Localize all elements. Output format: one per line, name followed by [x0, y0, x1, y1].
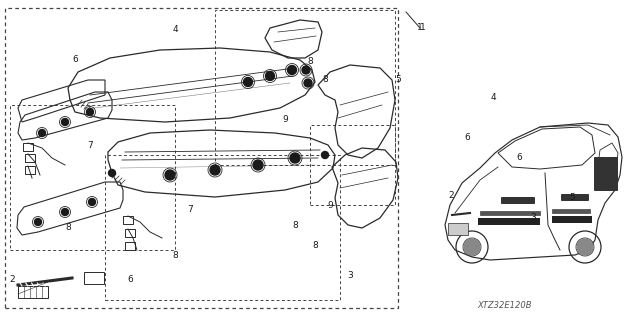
Text: 6: 6 — [127, 276, 133, 285]
Text: 8: 8 — [172, 250, 178, 259]
Bar — [215, 10, 395, 165]
Text: 1: 1 — [417, 24, 423, 33]
Circle shape — [243, 78, 253, 86]
Bar — [10, 105, 175, 250]
Circle shape — [210, 165, 220, 175]
Text: 8: 8 — [312, 241, 318, 249]
Bar — [123, 216, 133, 224]
Text: 6: 6 — [464, 133, 470, 143]
Text: 8: 8 — [65, 224, 71, 233]
Circle shape — [287, 65, 296, 75]
Text: 3: 3 — [347, 271, 353, 279]
Text: 6: 6 — [516, 153, 522, 162]
Bar — [310, 125, 395, 205]
Circle shape — [304, 79, 312, 87]
Circle shape — [38, 130, 45, 137]
Circle shape — [61, 209, 68, 216]
Text: 4: 4 — [490, 93, 496, 102]
Text: 6: 6 — [72, 56, 78, 64]
Text: 8: 8 — [322, 76, 328, 85]
Bar — [84, 272, 104, 284]
Bar — [25, 166, 35, 174]
Text: 3: 3 — [530, 213, 536, 222]
Text: 7: 7 — [187, 205, 193, 214]
Circle shape — [290, 153, 300, 163]
Circle shape — [321, 152, 328, 159]
Bar — [105, 155, 340, 300]
Text: 7: 7 — [87, 140, 93, 150]
Bar — [125, 242, 135, 250]
Bar — [478, 218, 540, 225]
Text: XTZ32E120B: XTZ32E120B — [477, 301, 532, 310]
FancyBboxPatch shape — [561, 194, 589, 201]
Circle shape — [253, 160, 263, 170]
FancyBboxPatch shape — [501, 197, 535, 204]
Text: 2: 2 — [9, 276, 15, 285]
Text: 8: 8 — [292, 220, 298, 229]
Bar — [552, 209, 590, 213]
Bar — [23, 143, 33, 151]
Circle shape — [88, 198, 95, 205]
Circle shape — [86, 108, 93, 115]
Text: 9: 9 — [282, 115, 288, 124]
Text: 4: 4 — [172, 26, 178, 34]
Bar — [5, 8, 398, 308]
Bar — [480, 211, 540, 215]
Text: 1: 1 — [420, 24, 426, 33]
Text: 9: 9 — [327, 201, 333, 210]
Text: 2: 2 — [448, 190, 454, 199]
Circle shape — [302, 66, 310, 74]
Circle shape — [109, 169, 115, 176]
Circle shape — [577, 239, 593, 255]
Text: 5: 5 — [395, 76, 401, 85]
Bar — [125, 229, 135, 237]
Circle shape — [35, 219, 42, 226]
Bar — [18, 286, 48, 298]
Circle shape — [266, 71, 275, 80]
Text: 8: 8 — [307, 57, 313, 66]
Bar — [552, 216, 592, 223]
Circle shape — [464, 239, 480, 255]
FancyBboxPatch shape — [594, 157, 618, 191]
Text: 5: 5 — [569, 194, 575, 203]
Circle shape — [61, 118, 68, 125]
Bar — [448, 223, 468, 235]
Bar — [25, 154, 35, 162]
Circle shape — [165, 170, 175, 180]
